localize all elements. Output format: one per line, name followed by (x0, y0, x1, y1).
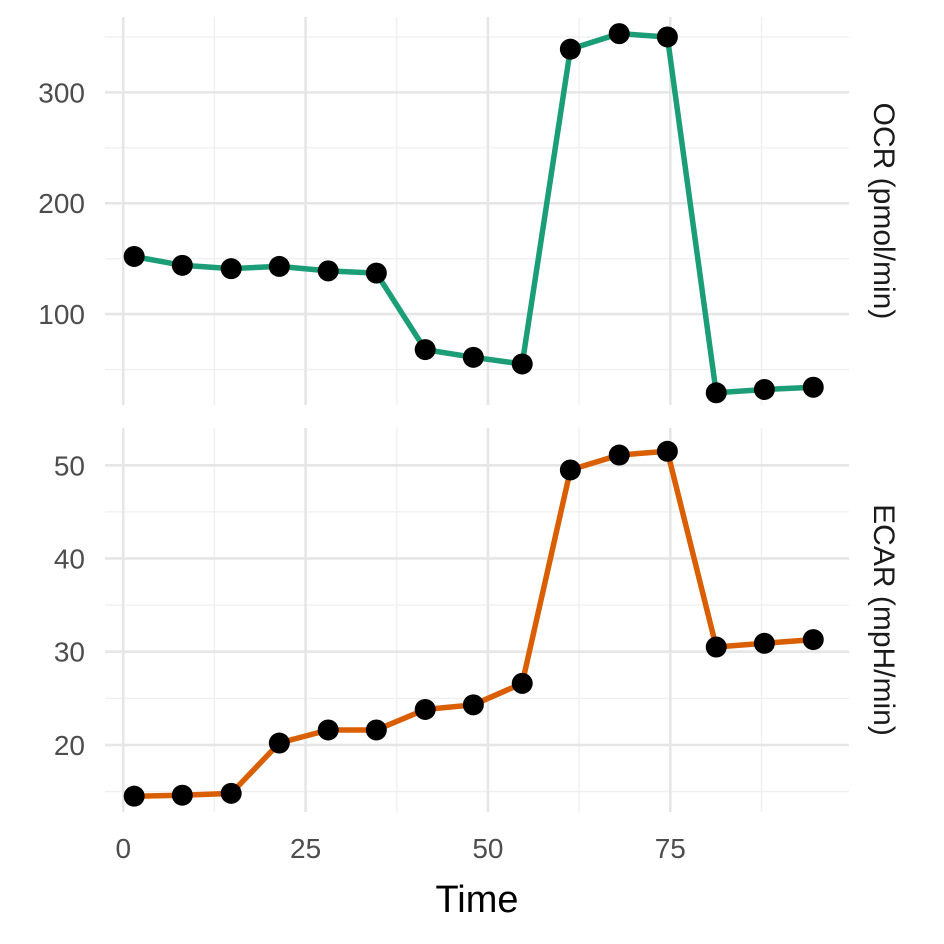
y-tick-label: 30 (54, 637, 85, 668)
data-point (317, 719, 339, 741)
series-line (131, 30, 817, 396)
strip-label: OCR (pmol/min) (867, 103, 900, 320)
data-point (753, 378, 775, 400)
data-point (511, 353, 533, 375)
strip-label: ECAR (mpH/min) (867, 504, 900, 736)
data-point (220, 782, 242, 804)
data-point (705, 382, 727, 404)
y-tick-label: 40 (54, 543, 85, 574)
y-tick-label: 200 (38, 188, 85, 219)
y-tick-label: 20 (54, 730, 85, 761)
data-point (802, 629, 824, 651)
x-axis-title: Time (435, 879, 518, 921)
data-point (317, 260, 339, 282)
data-point (462, 346, 484, 368)
data-point (511, 672, 533, 694)
data-point (268, 255, 290, 277)
panel-ecar: 20 30 40 50 ECAR (mpH/min) (54, 428, 900, 812)
data-point (365, 262, 387, 284)
data-point (656, 26, 678, 48)
data-point (220, 258, 242, 280)
data-point (268, 732, 290, 754)
data-point (802, 376, 824, 398)
data-point (753, 632, 775, 654)
panel-ocr: 100 200 300 OCR (pmol/min) (38, 17, 900, 405)
data-point (608, 23, 630, 45)
data-point (365, 719, 387, 741)
data-point (171, 254, 193, 276)
data-point (559, 459, 581, 481)
data-point (414, 339, 436, 361)
data-point (171, 784, 193, 806)
x-tick-label: 50 (472, 833, 503, 864)
x-tick-label: 0 (115, 833, 131, 864)
x-tick-label: 25 (290, 833, 321, 864)
data-point (123, 245, 145, 267)
y-tick-label: 300 (38, 77, 85, 108)
data-point (656, 440, 678, 462)
y-tick-label: 50 (54, 450, 85, 481)
x-axis: 0 25 50 75 (115, 833, 685, 864)
data-point (123, 785, 145, 807)
data-point (559, 38, 581, 60)
data-point (608, 444, 630, 466)
x-tick-label: 75 (655, 833, 686, 864)
data-point (414, 698, 436, 720)
data-point (462, 694, 484, 716)
y-tick-label: 100 (38, 299, 85, 330)
data-point (705, 636, 727, 658)
